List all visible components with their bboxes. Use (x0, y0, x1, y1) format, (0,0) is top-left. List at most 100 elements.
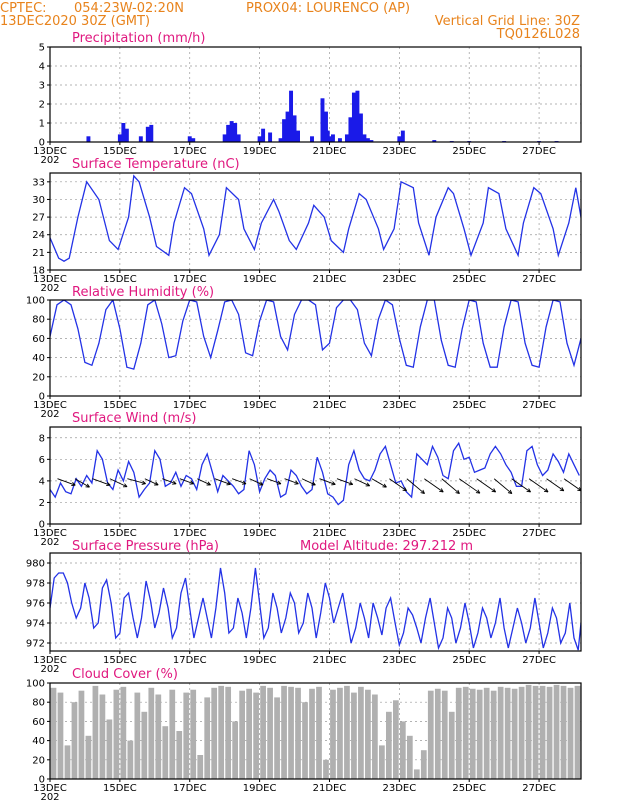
precip-bar (310, 136, 314, 142)
precip-bar (320, 98, 325, 142)
series-line-temp (50, 174, 581, 262)
series-temp (50, 174, 581, 262)
cloud-bar (246, 688, 252, 779)
cloud-bar (148, 687, 155, 779)
wind-arrow (493, 478, 513, 495)
panel-title-wind: Surface Wind (m/s) (72, 411, 196, 426)
header-location: PROX04: LOURENCO (AP) (246, 1, 410, 16)
cloud-bar (455, 687, 462, 779)
xtick-partial-pres: 202 (40, 664, 59, 675)
xtick-label-wind: 13DEC (33, 528, 67, 539)
wind-arrow (563, 478, 581, 492)
wind-arrow (232, 478, 247, 485)
cloud-bar (190, 689, 197, 779)
cloud-bar (288, 686, 294, 779)
wind-arrow (74, 478, 90, 488)
cloud-bar (260, 685, 266, 779)
xtick-label-pres: 25DEC (452, 655, 486, 666)
panel-title-cloud: Cloud Cover (%) (72, 667, 178, 682)
ytick-label-temp: 33 (32, 177, 45, 188)
precip-bar (344, 134, 349, 142)
cloud-bar (365, 689, 371, 779)
xtick-label-rh: 17DEC (173, 400, 207, 411)
ytick-label-pres: 972 (26, 639, 45, 650)
cloud-bar (281, 685, 287, 779)
cloud-bar (232, 721, 239, 779)
precip-bar (351, 92, 356, 142)
cloud-bar (78, 690, 85, 779)
cloud-bar (50, 687, 57, 779)
precip-bar (365, 138, 370, 142)
cloud-bar (574, 685, 581, 779)
ytick-label-rh: 20 (32, 372, 45, 383)
cloud-bar (399, 721, 406, 779)
ytick-label-precip: 1 (39, 119, 45, 130)
xtick-label-cloud: 15DEC (103, 783, 137, 794)
cloud-bar (218, 685, 225, 779)
xtick-label-cloud: 19DEC (243, 783, 277, 794)
panel-title-rh: Relative Humidity (%) (72, 285, 214, 300)
xtick-label-precip: 15DEC (103, 146, 137, 157)
precip-bar (191, 138, 196, 142)
cloud-bar (295, 687, 301, 779)
xtick-label-precip: 25DEC (452, 146, 486, 157)
precip-bar (289, 90, 294, 142)
wind-arrow (424, 478, 444, 493)
wind-arrow (336, 478, 354, 486)
cloud-bar (253, 692, 259, 779)
frame-wind (49, 426, 582, 525)
xtick-label-pres: 27DEC (522, 655, 556, 666)
series-line-pres (50, 567, 581, 651)
panel-precip: Precipitation (mm/h) 0 1 2 3 4 5 13DEC 15DEC 17DE… (33, 31, 582, 166)
cloud-bar (518, 686, 525, 779)
wind-arrow (214, 478, 231, 486)
wind-arrow (57, 478, 76, 487)
cloud-bar (379, 745, 385, 779)
xtick-label-rh: 23DEC (382, 400, 416, 411)
xtick-label-precip: 17DEC (173, 146, 207, 157)
wind-arrow (301, 478, 316, 486)
ytick-label-rh: 100 (26, 296, 45, 307)
xtick-label-temp: 25DEC (452, 274, 486, 285)
precip-bar (327, 136, 332, 142)
cloud-bar (64, 745, 71, 779)
panel-title-pres: Surface Pressure (hPa) (72, 539, 219, 554)
cloud-bar (127, 740, 134, 779)
cloud-bar (134, 692, 141, 779)
cloud-bar (525, 684, 532, 779)
precip-bar (222, 134, 227, 142)
precip-bar (124, 128, 129, 142)
cloud-bar (274, 697, 280, 779)
precip-bar (117, 134, 122, 142)
precip-bar (348, 117, 353, 142)
xtick-label-precip: 13DEC (33, 146, 67, 157)
cloud-bar (71, 702, 78, 779)
xtick-partial-cloud: 202 (40, 792, 59, 800)
wind-arrow (389, 478, 407, 492)
xtick-label-precip: 21DEC (313, 146, 347, 157)
cloud-bar (239, 690, 246, 779)
cloud-bar (476, 689, 483, 779)
xtick-label-wind: 17DEC (173, 528, 207, 539)
xtick-label-temp: 21DEC (313, 274, 347, 285)
xtick-label-wind: 25DEC (452, 528, 486, 539)
cloud-bar (176, 731, 183, 779)
cloud-bar (141, 711, 148, 779)
cloud-bar (92, 685, 99, 779)
series-pres (50, 567, 581, 651)
ytick-label-temp: 24 (32, 230, 45, 241)
wind-arrow (441, 478, 460, 495)
xtick-label-cloud: 23DEC (382, 783, 416, 794)
cloud-bar (462, 686, 469, 779)
xtick-label-pres: 19DEC (243, 655, 277, 666)
ytick-label-precip: 3 (39, 81, 45, 92)
cloud-bar (204, 697, 211, 779)
cloud-bar (511, 688, 518, 779)
cloud-bar (372, 694, 378, 779)
cloud-bar (560, 685, 567, 779)
xtick-label-cloud: 21DEC (313, 783, 347, 794)
ytick-label-cloud: 60 (32, 717, 45, 728)
xtick-partial-wind: 202 (40, 537, 59, 548)
precip-bar (331, 134, 335, 142)
cloud-bar (183, 692, 190, 779)
